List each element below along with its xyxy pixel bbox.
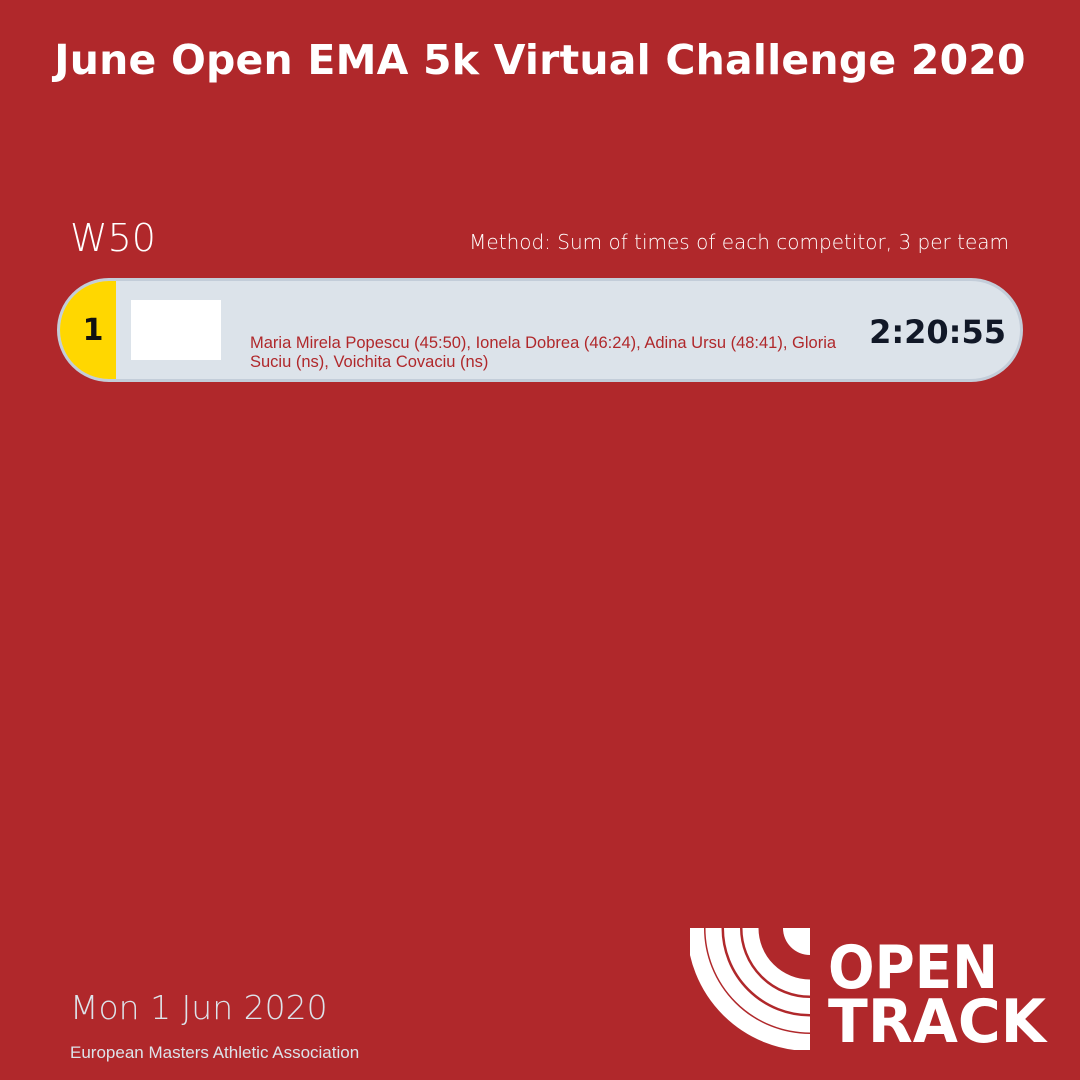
team-members: Maria Mirela Popescu (45:50), Ionela Dob… xyxy=(250,334,837,371)
rank-badge: 1 xyxy=(60,281,116,379)
track-arcs-icon xyxy=(690,927,811,1050)
result-row: 1 Maria Mirela Popescu (45:50), Ionela D… xyxy=(57,278,1023,382)
team-time: 2:20:55 xyxy=(869,313,1006,351)
opentrack-logo: OPEN TRACK xyxy=(690,927,1048,1050)
logo-text-open: OPEN xyxy=(828,933,998,1003)
page-title: June Open EMA 5k Virtual Challenge 2020 xyxy=(54,36,1026,84)
category-label: W50 xyxy=(70,216,156,260)
scoring-method: Method: Sum of times of each competitor,… xyxy=(469,230,1009,254)
logo-text-track: TRACK xyxy=(828,987,1048,1050)
team-logo-placeholder xyxy=(131,300,221,360)
event-date: Mon 1 Jun 2020 xyxy=(70,988,328,1027)
organisation-name: European Masters Athletic Association xyxy=(70,1043,360,1062)
